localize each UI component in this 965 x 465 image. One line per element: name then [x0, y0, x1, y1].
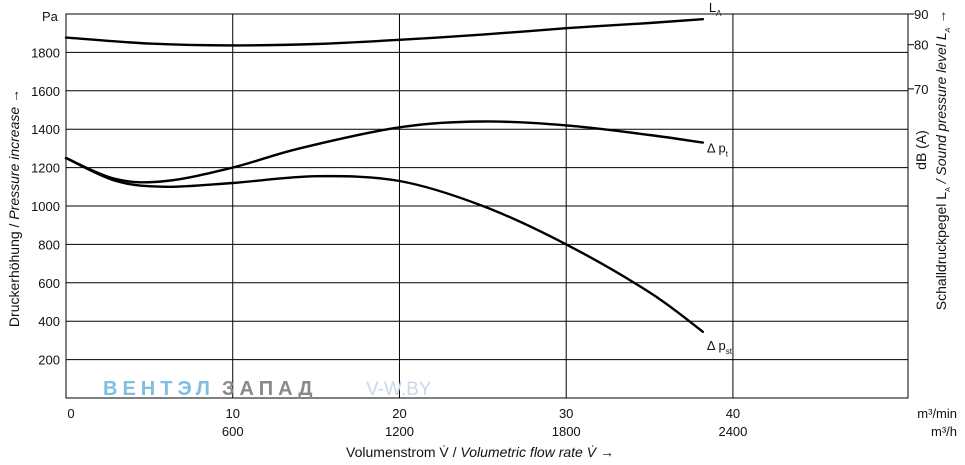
x-tick-label: 10	[225, 406, 239, 421]
y2-axis-title-de: Schalldruckpegel L	[933, 192, 949, 311]
curve-delta-pt-label: Δ pt	[707, 141, 729, 159]
curve-la-label: LA	[709, 0, 722, 18]
x2-tick-label: 1800	[552, 424, 581, 439]
y2-axis-title-en-sub: A	[945, 27, 952, 33]
x-unit-min-label: m³/min	[917, 406, 957, 421]
y-tick-label: 200	[38, 353, 60, 368]
x-tick-label: 30	[559, 406, 573, 421]
watermark-part3: V-W.BY	[366, 379, 432, 400]
x-tick-label: 0	[67, 406, 74, 421]
x-unit-h-label: m³/h	[931, 424, 957, 439]
y-tick-label: 400	[38, 314, 60, 329]
watermark-part2: ЗАПАД	[222, 378, 318, 400]
x2-tick-label: 2400	[718, 424, 747, 439]
y-tick-label: 1000	[31, 199, 60, 214]
y2-tick-label: 80	[914, 38, 928, 53]
y2-tick-label: 70	[914, 82, 928, 97]
x-tick-label: 40	[726, 406, 740, 421]
curve-delta-pt	[64, 120, 705, 184]
watermark: ВЕНТЭЛ ЗАПАД V-W.BY	[103, 378, 432, 400]
y-axis-title: Druckerhöhung / Pressure increase →	[6, 89, 22, 327]
x2-tick-label: 600	[222, 424, 244, 439]
curve-delta-pst-label-main: Δ p	[707, 338, 726, 353]
x-axis-title: Volumenstrom V̇ / Volumetric flow rate V…	[346, 444, 614, 460]
curves: LAΔ ptΔ pst	[64, 0, 733, 356]
y2-axis-title: Schalldruckpegel LA / Sound pressure lev…	[933, 10, 952, 310]
y2-unit-label: dB (A)	[913, 130, 929, 170]
x-axis-title-de: Volumenstrom V̇ /	[346, 444, 460, 460]
y2-axis-title-de-sub: A	[945, 187, 952, 192]
y-tick-label: 1800	[31, 45, 60, 60]
watermark-part1: ВЕНТЭЛ	[103, 378, 215, 400]
y-axis-title-de: Druckerhöhung /	[6, 220, 22, 327]
curve-delta-pt-label-main: Δ p	[707, 141, 726, 156]
curve-la-label-main: L	[709, 0, 716, 15]
curve-delta-pst-label: Δ pst	[707, 338, 733, 356]
tick-labels: 200 400 600 800 1000 1200 1400 1600 1800 0 10 20 30 4…	[31, 7, 928, 439]
y-tick-label: 1200	[31, 161, 60, 176]
y-unit-label: Pa	[42, 9, 59, 24]
x2-tick-label: 1200	[385, 424, 414, 439]
y2-tick-label: 90	[914, 7, 928, 22]
x-axis-title-en: Volumetric flow rate V̇ →	[460, 444, 614, 460]
y-tick-label: 1400	[31, 122, 60, 137]
grid	[65, 13, 914, 399]
y-tick-label: 1600	[31, 84, 60, 99]
y-axis-title-en: Pressure increase →	[6, 89, 22, 220]
curve-delta-pst-label-sub: st	[726, 347, 733, 356]
y2-axis-title-en: / Sound pressure level L	[933, 32, 949, 187]
curve-la-label-sub: A	[716, 9, 722, 18]
y-tick-label: 800	[38, 237, 60, 252]
x-tick-label: 20	[392, 406, 406, 421]
y2-axis-title-en-arrow: →	[933, 10, 949, 28]
curve-delta-pt-label-sub: t	[726, 150, 729, 159]
curve-delta-pst	[64, 156, 705, 333]
curve-la	[64, 18, 705, 47]
y-tick-label: 600	[38, 276, 60, 291]
